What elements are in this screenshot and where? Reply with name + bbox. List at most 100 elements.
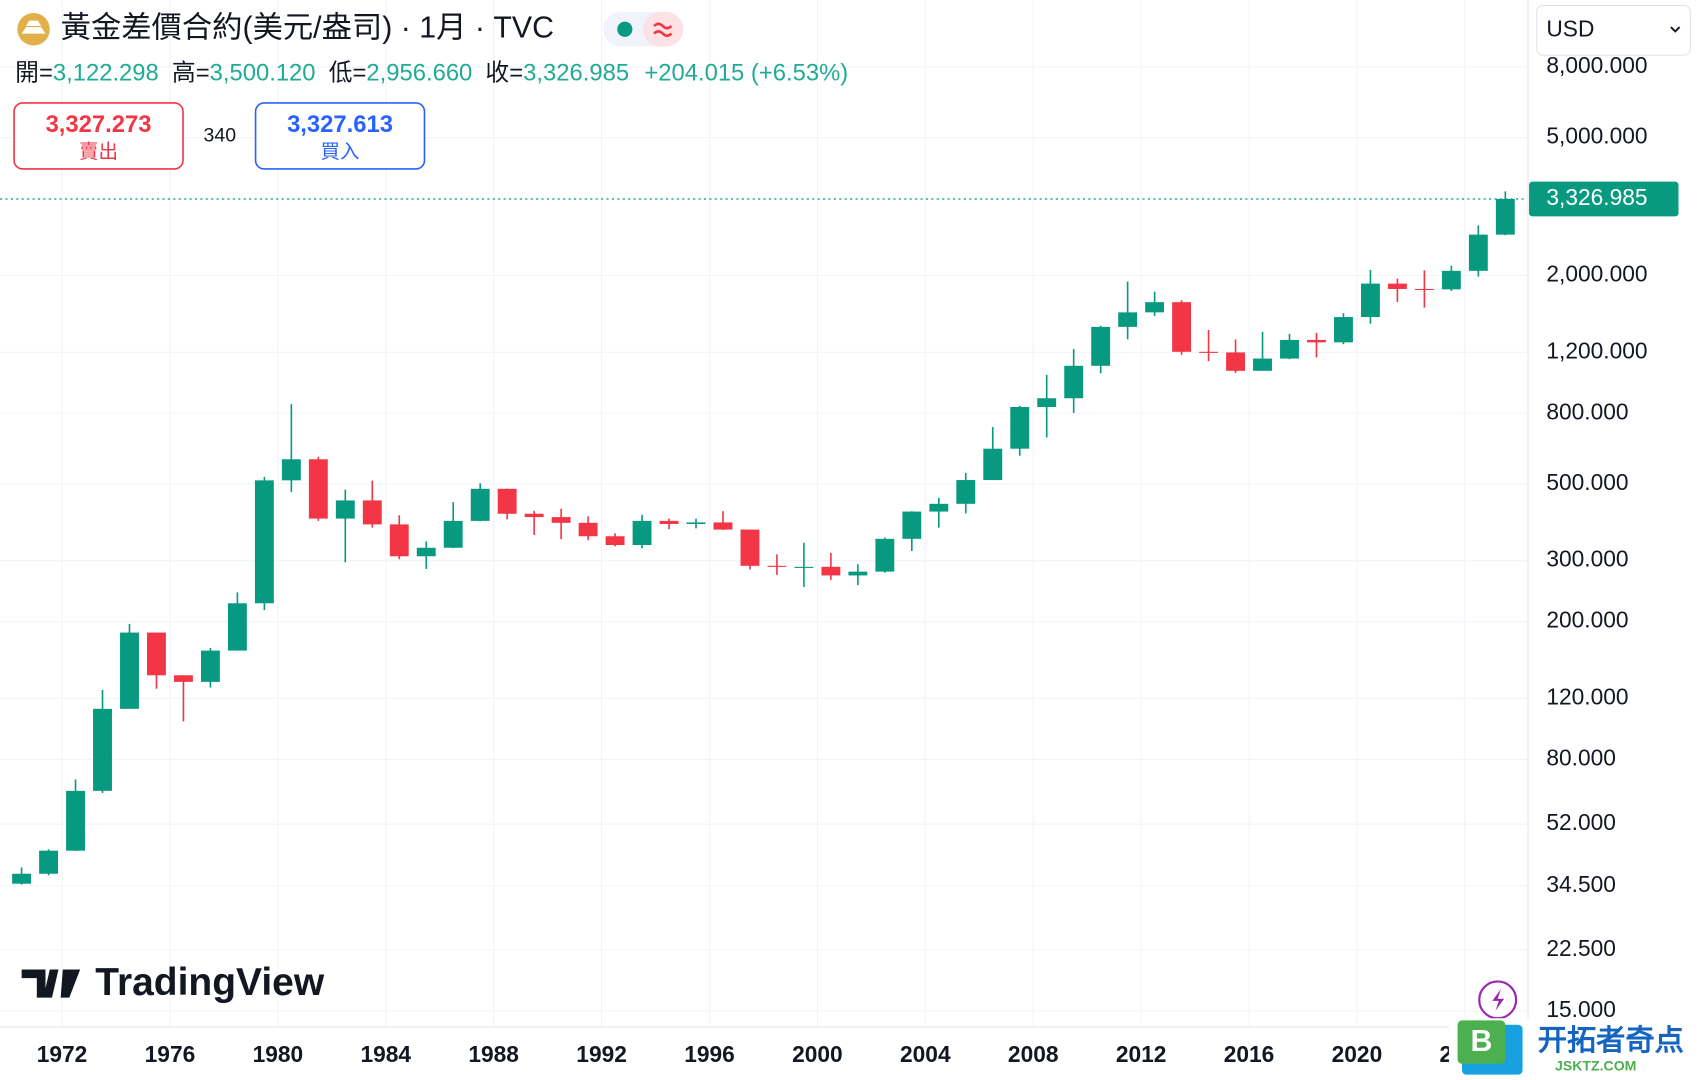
alert-icon — [1492, 989, 1505, 1011]
low-label: 低= — [329, 60, 367, 87]
market-open-dot — [617, 21, 633, 37]
y-tick-label: 200.000 — [1546, 607, 1628, 633]
symbol-icon-bars — [21, 20, 46, 34]
spread: 340 — [204, 125, 237, 147]
candle-body — [659, 520, 679, 524]
candle-body — [875, 538, 895, 572]
watermark: B 开拓者奇点 JSKTZ.COM — [1448, 1018, 1698, 1080]
low-value: 2,956.660 — [366, 60, 472, 87]
candle-body — [740, 529, 760, 566]
last-price-label: 3,326.985 — [1546, 184, 1647, 210]
candle-body — [497, 488, 517, 514]
y-tick-label: 52.000 — [1546, 809, 1616, 835]
candle-body — [1441, 270, 1461, 290]
watermark-logo-front — [1457, 1020, 1506, 1064]
candle-body — [1064, 365, 1084, 399]
y-tick-label: 5,000.000 — [1546, 123, 1647, 149]
candle-body — [1091, 326, 1111, 366]
candle-body — [713, 522, 733, 530]
candle-body — [362, 500, 382, 525]
x-tick-label: 1972 — [37, 1041, 88, 1067]
x-tick-label: 2020 — [1332, 1041, 1383, 1067]
candle-body — [1495, 198, 1515, 235]
y-tick-label: 15.000 — [1546, 996, 1616, 1022]
candles — [0, 191, 1527, 885]
close-value: 3,326.985 — [523, 60, 629, 87]
y-tick-label: 500.000 — [1546, 469, 1628, 495]
candle-body — [120, 632, 139, 709]
candle-body — [147, 632, 166, 676]
candle-body — [93, 708, 112, 791]
candle-body — [443, 520, 463, 548]
watermark-name: 开拓者奇点 — [1538, 1024, 1684, 1057]
candle-body — [1037, 398, 1057, 407]
x-tick-label: 1980 — [253, 1041, 304, 1067]
y-tick-label: 300.000 — [1546, 546, 1628, 572]
candle-body — [1414, 288, 1434, 291]
buy-button[interactable] — [254, 102, 426, 170]
status-pill-right[interactable] — [643, 11, 684, 47]
change-value: +204.015 (+6.53%) — [644, 60, 848, 87]
y-tick-label: 34.500 — [1546, 871, 1616, 897]
y-tick-label: 80.000 — [1546, 744, 1616, 770]
candle-body — [308, 459, 328, 519]
candle-body — [902, 511, 922, 539]
brand-name: TradingView — [95, 961, 325, 1004]
candle-body — [983, 448, 1003, 481]
chart-title: 黃金差價合約(美元/盎司) · 1月 · TVC — [61, 10, 554, 44]
candle-body — [1387, 283, 1407, 289]
watermark-site: JSKTZ.COM — [1555, 1058, 1636, 1074]
candle-body — [281, 459, 301, 481]
candle-body — [254, 480, 274, 604]
watermark-b: B — [1470, 1025, 1492, 1058]
axes: 15.000 22.500 34.500 52.000 80.000 120.000 200… — [37, 52, 1679, 1067]
x-tick-label: 2000 — [792, 1041, 843, 1067]
candle-body — [524, 513, 544, 518]
x-tick-label: 2016 — [1224, 1041, 1275, 1067]
candle-body — [767, 565, 787, 567]
candle-body — [1334, 317, 1353, 343]
x-tick-label: 2012 — [1116, 1041, 1167, 1067]
candle-body — [1468, 234, 1488, 271]
grid — [0, 0, 1527, 1027]
open-label: 開= — [15, 60, 53, 87]
candle-body — [794, 566, 814, 568]
candle-body — [605, 536, 625, 546]
close-label: 收= — [485, 60, 523, 87]
x-tick-label: 1988 — [468, 1041, 519, 1067]
dropdown-arrow — [1670, 26, 1681, 33]
candle-body — [227, 603, 247, 651]
sell-price: 3,327.273 — [46, 111, 152, 138]
sell-button[interactable] — [13, 102, 184, 170]
candle-body — [200, 650, 220, 682]
candle-body — [956, 480, 976, 504]
high-value: 3,500.120 — [210, 60, 316, 87]
brand-logo — [21, 969, 81, 998]
y-tick-label: 800.000 — [1546, 398, 1628, 424]
open-value: 3,122.298 — [53, 60, 159, 87]
candle-body — [686, 522, 706, 524]
x-tick-label: 2008 — [1008, 1041, 1059, 1067]
candle-body — [335, 500, 355, 519]
y-tick-label: 8,000.000 — [1546, 52, 1647, 78]
y-tick-label: 22.500 — [1546, 935, 1616, 961]
delayed-icon — [653, 22, 673, 38]
candle-body — [578, 522, 598, 537]
buy-price: 3,327.613 — [287, 111, 393, 138]
y-tick-label: 120.000 — [1546, 683, 1628, 709]
high-label: 高= — [172, 60, 210, 87]
candle-body — [1199, 351, 1219, 353]
candle-body — [416, 547, 436, 557]
candle-body — [174, 675, 193, 682]
currency-label: USD — [1546, 15, 1594, 41]
last-price-tag — [1529, 181, 1679, 217]
sell-label: 賣出 — [79, 141, 118, 163]
candle-body — [470, 488, 490, 521]
candle-body — [12, 873, 32, 884]
currency-dropdown[interactable] — [1536, 4, 1691, 56]
candle-body — [66, 790, 85, 851]
candle-body — [632, 520, 652, 546]
candle-body — [389, 524, 409, 557]
candle-body — [1360, 283, 1380, 318]
